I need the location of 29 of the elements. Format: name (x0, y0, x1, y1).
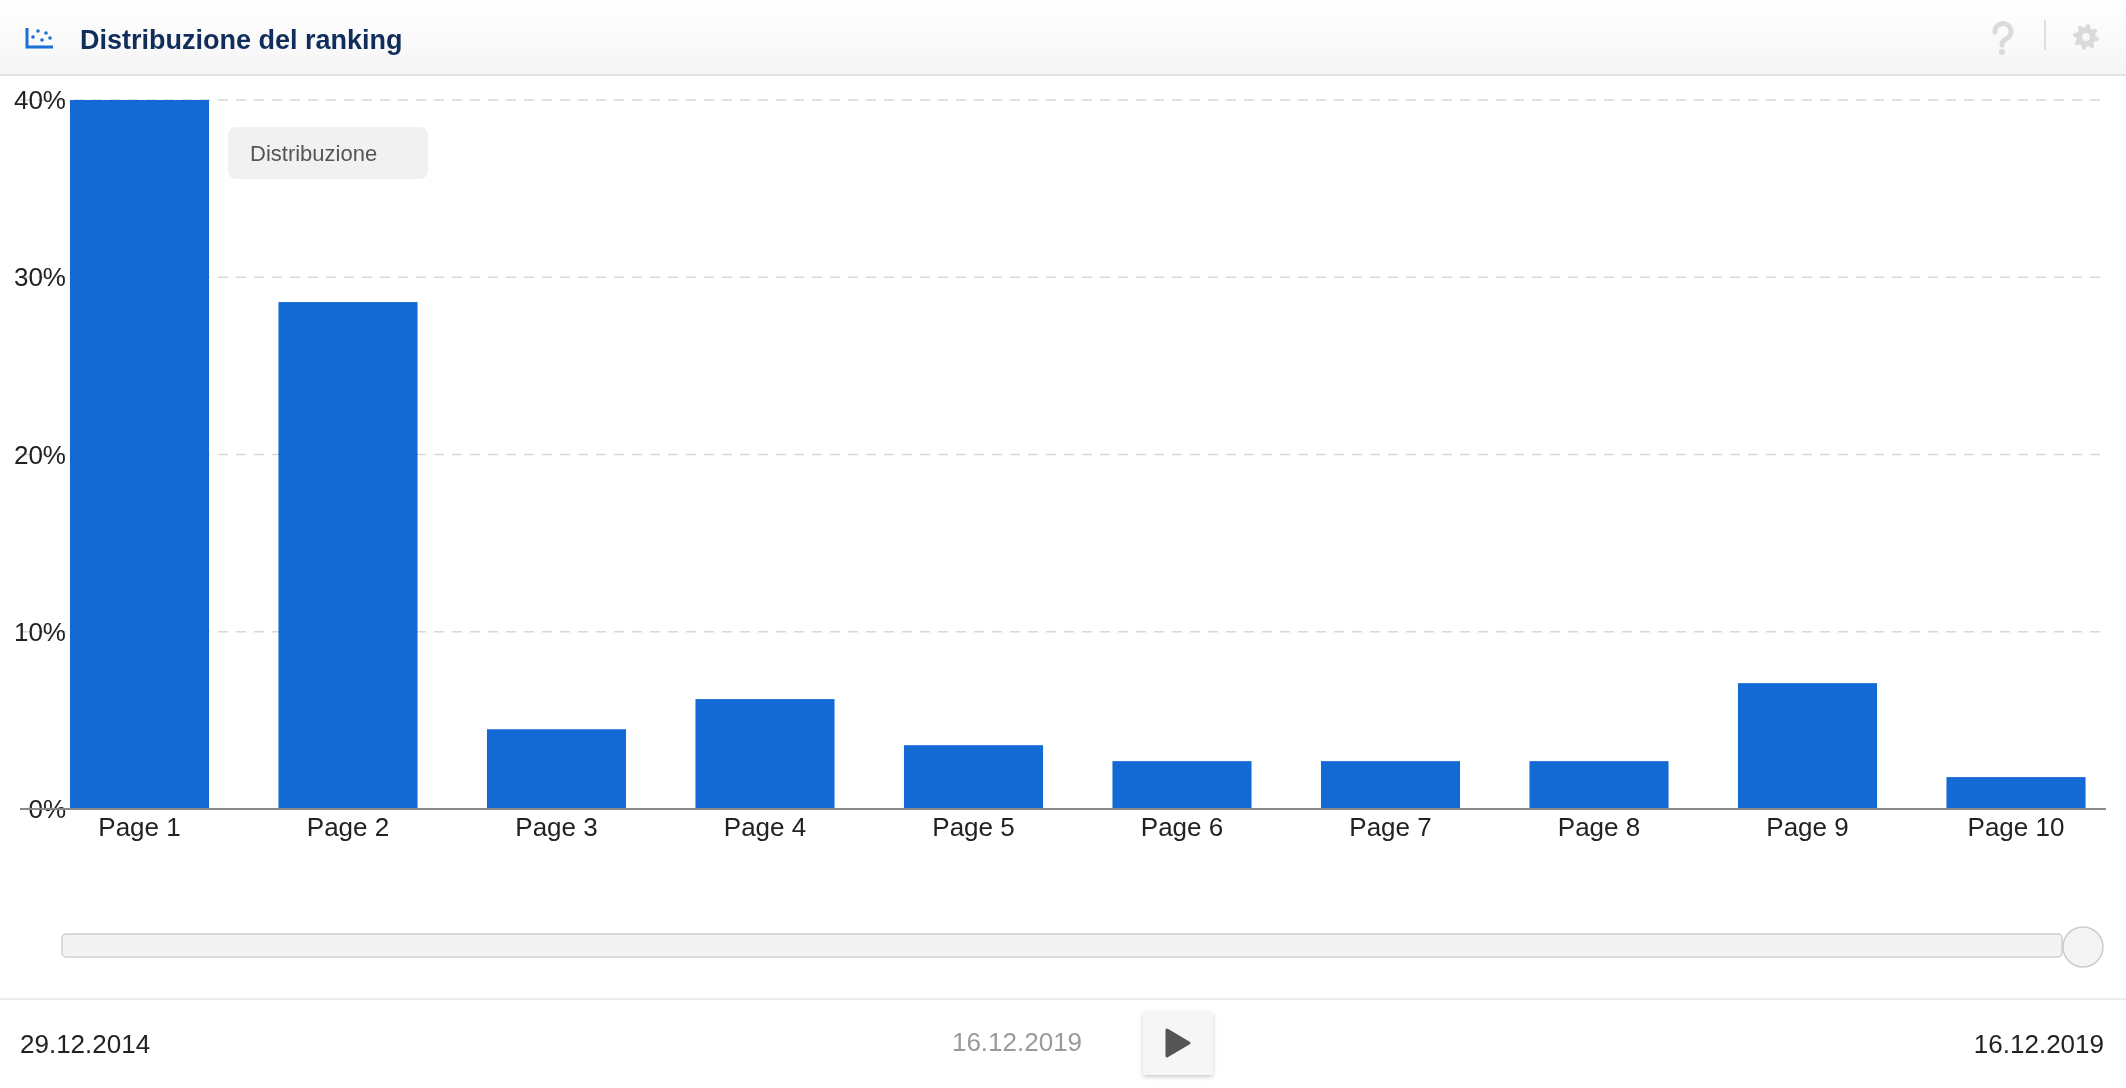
bar (486, 729, 627, 809)
text: 16.12.2019 (1973, 1029, 2104, 1059)
text: 29.12.2014 (20, 1029, 151, 1059)
bar (695, 699, 835, 809)
y-tick-label: 40% (13, 85, 66, 116)
bar (1737, 683, 1878, 809)
annotation: Distribuzione (250, 141, 378, 166)
chart-title: Distribuzione del ranking (80, 25, 403, 55)
bar (69, 100, 210, 809)
x-tick-label: Page 8 (1557, 812, 1641, 842)
x-tick-label: Page 2 (306, 812, 390, 842)
x-tick-label: Page 10 (1967, 812, 2065, 842)
x-tick-label: Page 9 (1766, 812, 1849, 842)
bar (1112, 761, 1252, 809)
bar (1529, 761, 1669, 809)
bar (1946, 777, 2086, 809)
y-tick-label: 30% (13, 262, 66, 293)
y-tick-label: 20% (13, 439, 66, 470)
x-tick-label: Page 6 (1140, 812, 1224, 842)
x-tick-label: Page 4 (723, 812, 807, 842)
x-tick-label: Page 1 (98, 812, 181, 842)
y-tick-label: 10% (13, 616, 66, 647)
x-tick-label: Page 3 (515, 812, 598, 842)
bar (903, 745, 1044, 809)
x-tick-label: Page 7 (1349, 812, 1432, 842)
bar (278, 302, 418, 809)
bar (1320, 761, 1461, 809)
text: 16.12.2019 (951, 1027, 1083, 1057)
x-tick-label: Page 5 (932, 812, 1015, 842)
